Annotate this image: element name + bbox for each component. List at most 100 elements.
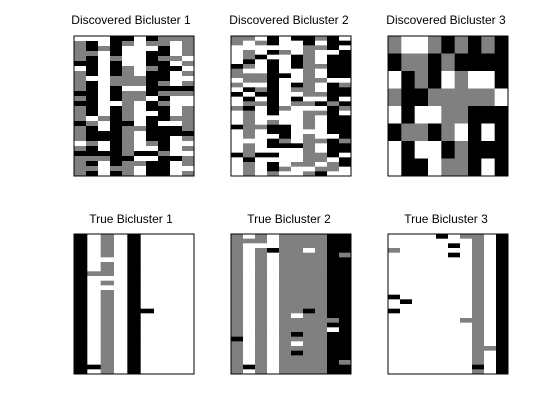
- heatmap-cell: [468, 53, 482, 72]
- heatmap-cell: [327, 115, 340, 121]
- heatmap-cell: [494, 106, 509, 124]
- heatmap-cell: [339, 171, 352, 177]
- heatmap-cell: [279, 54, 292, 60]
- heatmap-cell: [110, 126, 123, 132]
- heatmap-cell: [231, 96, 244, 102]
- heatmap-cell: [412, 280, 425, 286]
- heatmap-cell: [180, 294, 195, 300]
- heatmap-cell: [315, 96, 328, 102]
- heatmap-cell: [327, 262, 340, 268]
- heatmap-cell: [74, 91, 87, 97]
- heatmap-cell: [231, 238, 244, 244]
- heatmap-cell: [460, 234, 473, 240]
- heatmap-cell: [291, 332, 304, 338]
- heatmap-cell: [291, 36, 304, 42]
- heatmap-cell: [339, 355, 352, 361]
- heatmap-cell: [180, 280, 195, 286]
- heatmap-cell: [243, 124, 256, 130]
- heatmap-cell: [127, 322, 142, 328]
- heatmap-cell: [267, 50, 280, 56]
- heatmap-cell: [436, 234, 449, 240]
- axes-frame: [73, 233, 195, 375]
- heatmap-cell: [267, 54, 280, 60]
- heatmap-cell: [472, 355, 485, 361]
- heatmap-cell: [140, 266, 155, 272]
- heatmap-cell: [460, 271, 473, 277]
- heatmap-cell: [231, 129, 244, 135]
- heatmap-cell: [255, 327, 268, 333]
- heatmap-cell: [243, 271, 256, 277]
- heatmap-cell: [170, 131, 183, 137]
- heatmap-cell: [267, 36, 280, 42]
- heatmap-cell: [428, 158, 442, 177]
- heatmap-cell: [122, 156, 135, 162]
- heatmap-cell: [291, 152, 304, 158]
- heatmap-cell: [98, 101, 111, 107]
- heatmap-cell: [388, 36, 402, 54]
- heatmap-cell: [496, 276, 509, 282]
- heatmap-cell: [327, 68, 340, 74]
- heatmap-cell: [255, 290, 268, 296]
- heatmap-cell: [158, 136, 171, 142]
- heatmap-cell: [315, 248, 328, 254]
- heatmap-cell: [146, 161, 159, 167]
- heatmap-cell: [460, 346, 473, 352]
- heatmap-cell: [255, 322, 268, 328]
- heatmap-cell: [122, 116, 135, 122]
- heatmap-cell: [460, 350, 473, 356]
- heatmap-cell: [494, 158, 509, 177]
- heatmap-cell: [154, 299, 168, 305]
- heatmap-cell: [303, 257, 316, 263]
- heatmap-cell: [231, 318, 244, 324]
- heatmap-cell: [424, 364, 437, 370]
- heatmap-cell: [87, 350, 102, 356]
- heatmap-cell: [484, 318, 497, 324]
- heatmap-cell: [255, 166, 268, 172]
- heatmap-cell: [267, 134, 280, 140]
- heatmap-cell: [388, 350, 401, 356]
- heatmap-cell: [279, 350, 292, 356]
- heatmap-cell: [494, 71, 509, 89]
- heatmap-cell: [494, 141, 509, 159]
- heatmap-cell: [255, 332, 268, 338]
- heatmap-cell: [182, 161, 195, 167]
- heatmap-cell: [231, 143, 244, 149]
- heatmap-cell: [468, 88, 482, 107]
- heatmap-cell: [114, 290, 128, 296]
- heatmap-cell: [388, 322, 401, 328]
- heatmap-cell: [303, 234, 316, 240]
- heatmap-cell: [401, 123, 416, 142]
- heatmap-cell: [412, 318, 425, 324]
- heatmap-cell: [412, 327, 425, 333]
- heatmap-cell: [231, 134, 244, 140]
- heatmap-cell: [414, 106, 429, 124]
- heatmap-cell: [436, 341, 449, 347]
- heatmap-cell: [327, 166, 340, 172]
- heatmap-cell: [74, 346, 88, 352]
- heatmap-cell: [110, 101, 123, 107]
- heatmap-cell: [243, 78, 256, 84]
- heatmap-cell: [401, 53, 416, 72]
- heatmap-cell: [122, 56, 135, 62]
- heatmap-cell: [327, 346, 340, 352]
- heatmap-cell: [279, 124, 292, 130]
- heatmap-cell: [231, 290, 244, 296]
- heatmap-cell: [424, 332, 437, 338]
- heatmap-cell: [484, 304, 497, 310]
- heatmap-cell: [428, 36, 442, 54]
- heatmap-cell: [339, 257, 352, 263]
- heatmap-cell: [158, 36, 171, 42]
- heatmap-cell: [255, 257, 268, 263]
- heatmap-cell: [279, 134, 292, 140]
- heatmap-cell: [154, 364, 168, 370]
- heatmap-cell: [134, 156, 147, 162]
- heatmap-cell: [231, 243, 244, 249]
- heatmap-cell: [182, 121, 195, 127]
- heatmap-cell: [100, 299, 115, 305]
- heatmap-cell: [291, 262, 304, 268]
- heatmap-panel-discovered-1: Discovered Bicluster 1: [71, 13, 195, 177]
- heatmap-cell: [339, 318, 352, 324]
- heatmap-cell: [243, 257, 256, 263]
- heatmap-cell: [140, 327, 155, 333]
- heatmap-cell: [231, 138, 244, 144]
